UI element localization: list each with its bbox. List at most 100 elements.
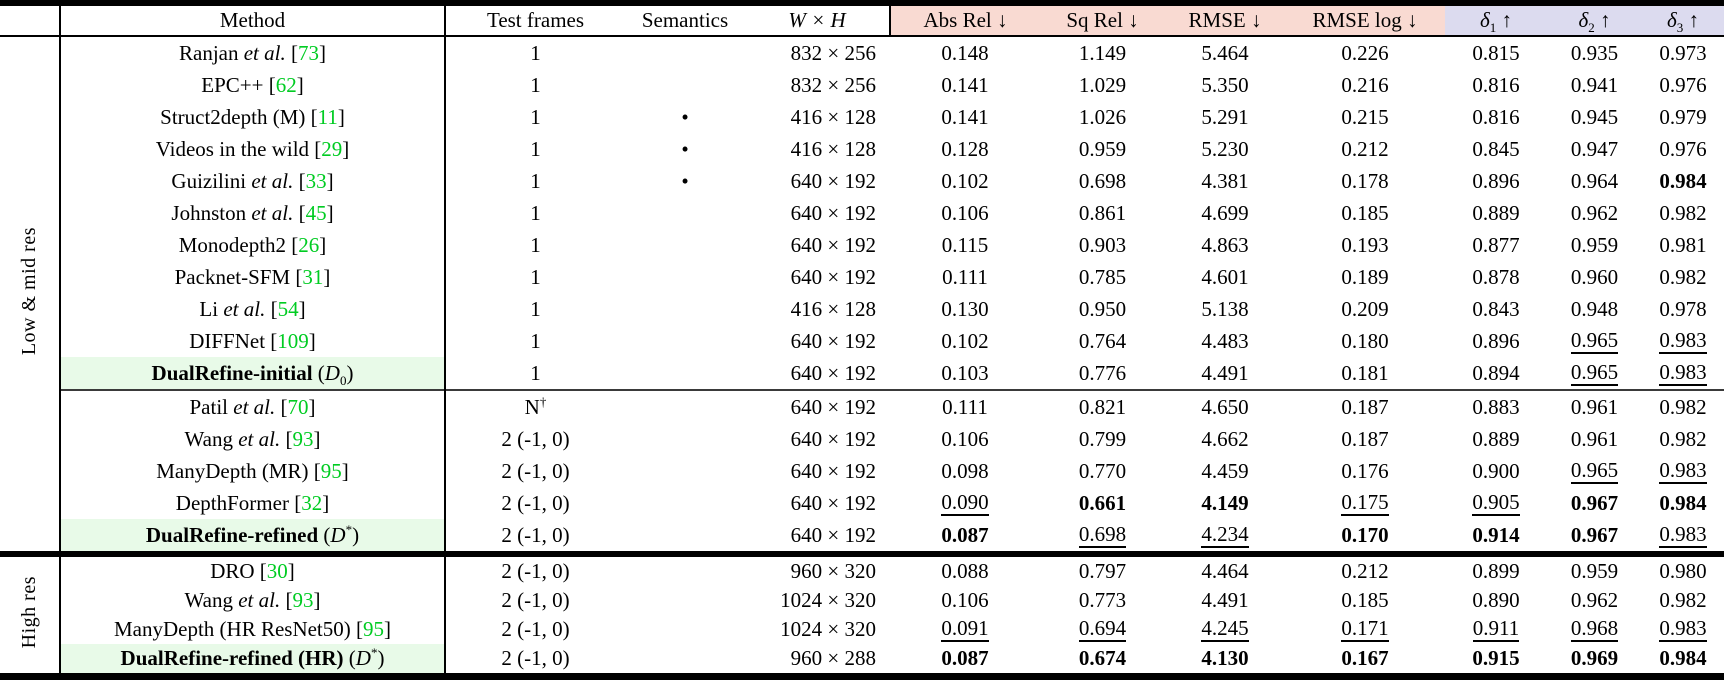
method-cell: Patil et al. [70]	[60, 389, 446, 423]
metric-value: 4.491	[1201, 588, 1249, 613]
metric-value: 0.983	[1659, 521, 1707, 548]
metric-cell-delta1: 0.845	[1445, 133, 1547, 165]
metric-value: 0.111	[942, 394, 988, 419]
metric-value: 0.983	[1659, 616, 1707, 642]
citation-ref: 109	[277, 328, 309, 353]
et-al: et al.	[251, 200, 294, 225]
metric-cell-abs_rel: 0.091	[890, 615, 1040, 644]
citation-ref: 93	[292, 426, 314, 451]
metric-cell-rmse_log: 0.167	[1285, 644, 1445, 677]
metric-value: 0.776	[1078, 360, 1127, 385]
metric-value: 0.965	[1570, 457, 1619, 484]
metric-cell-rmse: 5.138	[1165, 293, 1285, 325]
citation-ref: 32	[301, 490, 323, 515]
metric-value: 0.226	[1341, 40, 1389, 65]
method-name: DRO	[210, 559, 255, 584]
metric-value: 4.491	[1201, 360, 1249, 385]
method-name: DepthFormer	[175, 490, 289, 515]
metric-cell-delta1: 0.915	[1445, 644, 1547, 677]
col-header-rmse: RMSE ↓	[1165, 3, 1285, 36]
citation-ref: 11	[317, 104, 338, 129]
metric-cell-delta2: 0.965	[1547, 357, 1642, 390]
test-frames-cell: 1	[530, 200, 541, 225]
metric-value: 0.982	[1659, 264, 1707, 289]
metric-cell-sq_rel: 0.785	[1040, 261, 1165, 293]
metric-cell-rmse: 4.650	[1165, 389, 1285, 423]
metric-value: 0.764	[1078, 328, 1127, 353]
metric-value: 0.900	[1472, 458, 1520, 483]
metric-value: 5.350	[1201, 72, 1249, 97]
citation-ref: 33	[305, 168, 327, 193]
metric-cell-sq_rel: 0.698	[1040, 165, 1165, 197]
metric-value: 0.961	[1570, 426, 1619, 451]
method-name: Li	[199, 296, 219, 321]
table-row: ManyDepth (MR) [95] 2 (-1, 0) 640 × 192 0.0…	[0, 455, 1724, 487]
method-cell: DIFFNet [109]	[60, 325, 446, 357]
metric-value: 0.889	[1472, 426, 1520, 451]
metric-cell-rmse: 4.863	[1165, 229, 1285, 261]
metric-cell-delta3: 0.981	[1642, 229, 1724, 261]
metric-value: 0.103	[941, 360, 989, 385]
metric-cell-abs_rel: 0.128	[890, 133, 1040, 165]
metric-cell-rmse_log: 0.209	[1285, 293, 1445, 325]
metric-value: 0.967	[1570, 522, 1619, 547]
semantics-dot-icon: •	[681, 104, 689, 129]
metric-value: 0.187	[1341, 426, 1389, 451]
metric-cell-delta1: 0.911	[1445, 615, 1547, 644]
resolution-cell: 640 × 192	[790, 200, 876, 225]
resolution-cell: 640 × 192	[790, 522, 876, 547]
method-cell: DRO [30]	[60, 551, 446, 586]
metric-cell-delta2: 0.965	[1547, 325, 1642, 357]
metric-value: 0.984	[1659, 490, 1707, 515]
semantics-cell	[625, 551, 745, 586]
test-frames-cell: 1	[530, 136, 541, 161]
semantics-cell	[625, 36, 745, 69]
method-name: Packnet-SFM	[174, 264, 291, 289]
metric-cell-delta3: 0.983	[1642, 519, 1724, 554]
table-row: Videos in the wild [29] 1 • 416 × 128 0.128 0…	[0, 133, 1724, 165]
metric-value: 0.915	[1472, 646, 1520, 671]
metric-cell-delta1: 0.914	[1445, 519, 1547, 554]
metric-value: 0.799	[1078, 426, 1127, 451]
metric-cell-rmse_log: 0.175	[1285, 487, 1445, 519]
metric-cell-sq_rel: 1.149	[1040, 36, 1165, 69]
resolution-cell: 640 × 192	[790, 360, 876, 385]
metric-cell-delta3: 0.982	[1642, 389, 1724, 423]
metric-cell-sq_rel: 0.821	[1040, 389, 1165, 423]
semantics-cell	[625, 423, 745, 455]
metric-value: 0.845	[1472, 136, 1520, 161]
metric-cell-delta1: 0.890	[1445, 586, 1547, 615]
semantics-cell	[625, 197, 745, 229]
method-cell: ManyDepth (MR) [95]	[60, 455, 446, 487]
metric-cell-rmse: 4.601	[1165, 261, 1285, 293]
metric-value: 0.785	[1078, 264, 1127, 289]
metric-cell-delta3: 0.982	[1642, 197, 1724, 229]
row-group-label: Low & mid res	[0, 36, 61, 554]
method-cell: EPC++ [62]	[60, 69, 446, 101]
metric-cell-delta1: 0.900	[1445, 455, 1547, 487]
metric-value: 0.896	[1472, 168, 1520, 193]
metric-cell-delta1: 0.878	[1445, 261, 1547, 293]
metric-value: 0.098	[941, 458, 989, 483]
metric-value: 0.941	[1570, 72, 1619, 97]
et-al: et al.	[238, 588, 281, 613]
metric-value: 0.178	[1341, 168, 1389, 193]
metric-value: 1.149	[1078, 40, 1127, 65]
metric-value: 0.984	[1659, 168, 1707, 193]
method-cell: Struct2depth (M) [11]	[60, 101, 446, 133]
table-row: DepthFormer [32] 2 (-1, 0) 640 × 192 0.090 0…	[0, 487, 1724, 519]
citation-ref: 95	[320, 458, 342, 483]
metric-cell-delta2: 0.965	[1547, 455, 1642, 487]
metric-value: 0.959	[1078, 136, 1127, 161]
test-frames-cell: 1	[530, 360, 541, 385]
col-header-resolution: W × H	[745, 3, 891, 36]
metric-value: 0.185	[1341, 200, 1389, 225]
metric-cell-delta1: 0.899	[1445, 551, 1547, 586]
metric-value: 0.091	[941, 616, 989, 642]
citation-ref: 45	[305, 200, 327, 225]
resolution-cell: 960 × 288	[790, 646, 876, 671]
metric-value: 0.087	[941, 522, 989, 547]
metric-value: 0.821	[1078, 394, 1127, 419]
method-cell: DepthFormer [32]	[60, 487, 446, 519]
